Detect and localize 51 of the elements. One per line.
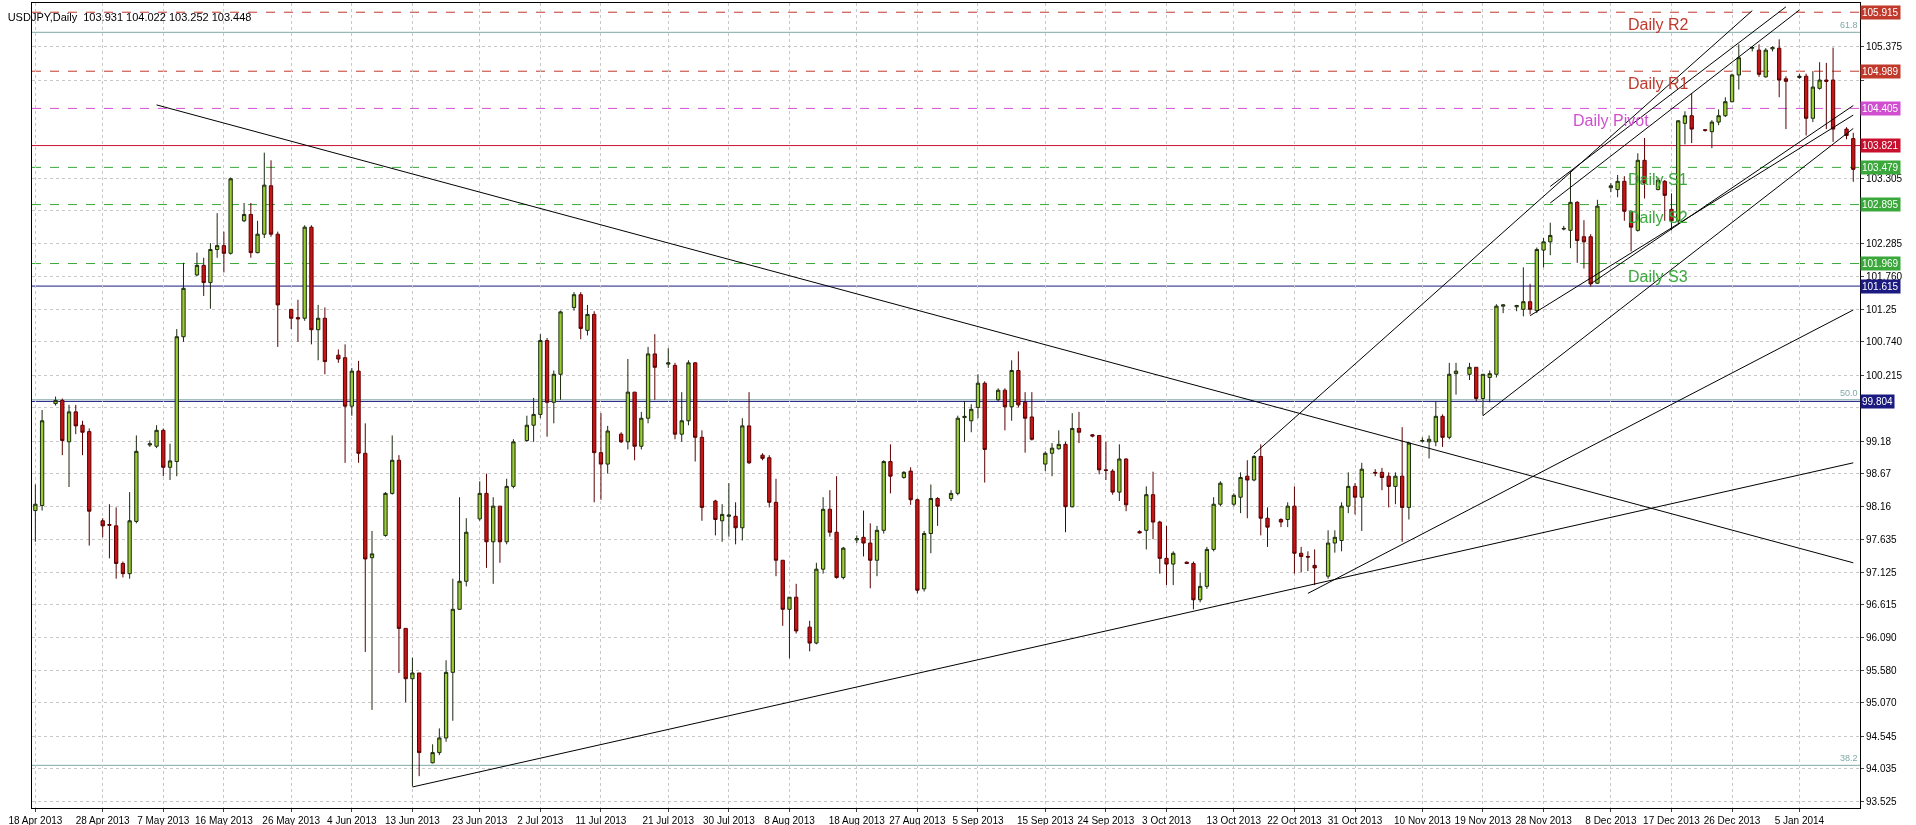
x-tick-label: 11 Jul 2013: [575, 815, 627, 825]
y-tick-label: 101.760: [1866, 271, 1903, 283]
ref-line-label: 99.804: [1862, 396, 1894, 407]
x-tick-label: 5 Jan 2014: [1774, 815, 1825, 825]
x-tick-label: 26 Dec 2013: [1703, 815, 1761, 825]
ref-line-label: 105.915: [1862, 7, 1899, 18]
x-tick-label: 8 Dec 2013: [1585, 815, 1637, 825]
ref-line-label: 101.615: [1862, 281, 1899, 292]
y-tick-label: 95.580: [1866, 664, 1898, 676]
annotation: Daily R2: [1628, 16, 1689, 33]
x-tick-label: 21 Jul 2013: [642, 815, 695, 825]
y-tick-label: 105.375: [1866, 41, 1903, 53]
x-tick-label: 4 Jun 2013: [327, 815, 377, 825]
annotation: 50.0: [1840, 388, 1858, 398]
y-tick-label: 93.525: [1866, 795, 1898, 807]
x-tick-label: 19 Nov 2013: [1454, 815, 1512, 825]
y-tick-label: 103.305: [1866, 172, 1903, 184]
ref-line-label: 101.969: [1862, 258, 1899, 269]
ref-line-label: 103.479: [1862, 162, 1899, 173]
x-tick-label: 10 Nov 2013: [1394, 815, 1452, 825]
y-tick-label: 94.035: [1866, 763, 1898, 775]
ref-line-label: 104.989: [1862, 66, 1899, 77]
annotation: Daily S3: [1628, 268, 1688, 285]
ref-line-label: 104.405: [1862, 103, 1899, 114]
x-tick-label: 23 Jun 2013: [452, 815, 508, 825]
y-tick-label: 99.18: [1866, 435, 1892, 447]
x-tick-label: 3 Oct 2013: [1142, 815, 1192, 825]
x-tick-label: 22 Oct 2013: [1267, 815, 1323, 825]
y-tick-label: 94.545: [1866, 730, 1898, 742]
x-tick-label: 13 Jun 2013: [384, 815, 441, 825]
y-tick-label: 102.285: [1866, 237, 1903, 249]
x-tick-label: 17 Dec 2013: [1643, 815, 1701, 825]
x-tick-label: 13 Oct 2013: [1206, 815, 1262, 825]
x-tick-label: 28 Nov 2013: [1515, 815, 1573, 825]
ref-line-label: 103.821: [1862, 140, 1899, 151]
x-tick-label: 30 Jul 2013: [703, 815, 756, 825]
y-tick-label: 98.67: [1866, 468, 1892, 480]
y-tick-label: 100.740: [1866, 336, 1903, 348]
ref-line-label: 102.895: [1862, 199, 1899, 210]
y-tick-label: 96.615: [1866, 599, 1898, 611]
annotation: 61.8: [1840, 20, 1858, 30]
y-tick-label: 97.635: [1866, 534, 1898, 546]
y-tick-label: 98.16: [1866, 500, 1892, 512]
x-tick-label: 2 Jul 2013: [517, 815, 564, 825]
y-tick-label: 100.215: [1866, 369, 1903, 381]
y-tick-label: 97.125: [1866, 566, 1898, 578]
x-tick-label: 31 Oct 2013: [1327, 815, 1383, 825]
y-tick-label: 101.25: [1866, 303, 1898, 315]
y-tick-label: 95.070: [1866, 697, 1898, 709]
annotation: 38.2: [1840, 753, 1858, 763]
y-tick-label: 96.090: [1866, 632, 1898, 644]
